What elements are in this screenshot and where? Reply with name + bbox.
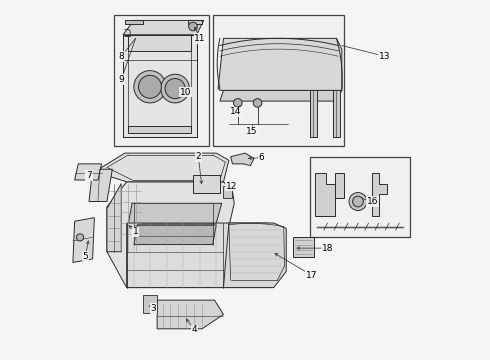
Text: 14: 14 <box>230 107 242 116</box>
Polygon shape <box>126 223 281 288</box>
Polygon shape <box>188 21 202 24</box>
Polygon shape <box>123 35 196 137</box>
Text: 6: 6 <box>258 153 264 162</box>
Ellipse shape <box>253 99 262 107</box>
Text: 2: 2 <box>196 152 201 161</box>
Polygon shape <box>134 225 216 244</box>
Polygon shape <box>315 173 335 216</box>
Polygon shape <box>223 223 286 288</box>
Polygon shape <box>218 39 342 90</box>
Text: 13: 13 <box>379 52 391 61</box>
Polygon shape <box>231 153 254 166</box>
Polygon shape <box>73 218 95 262</box>
Ellipse shape <box>76 234 84 241</box>
Text: 1: 1 <box>133 228 139 237</box>
Ellipse shape <box>353 196 364 207</box>
Polygon shape <box>123 21 204 35</box>
Polygon shape <box>333 90 340 137</box>
Ellipse shape <box>139 75 161 98</box>
Polygon shape <box>157 300 223 329</box>
Polygon shape <box>372 173 387 216</box>
Polygon shape <box>89 169 112 202</box>
Text: 12: 12 <box>226 181 237 190</box>
Text: 5: 5 <box>82 252 88 261</box>
Ellipse shape <box>165 78 185 99</box>
Bar <box>193 175 220 193</box>
Bar <box>114 15 209 146</box>
Ellipse shape <box>189 22 197 31</box>
Bar <box>294 237 314 257</box>
Text: 18: 18 <box>322 244 333 253</box>
Ellipse shape <box>234 99 242 107</box>
Text: 15: 15 <box>246 127 258 136</box>
Ellipse shape <box>161 74 190 103</box>
Text: 11: 11 <box>195 34 206 43</box>
Polygon shape <box>310 90 317 137</box>
Polygon shape <box>128 126 191 134</box>
Bar <box>213 15 343 146</box>
Polygon shape <box>335 173 343 198</box>
Text: 8: 8 <box>119 52 124 61</box>
Polygon shape <box>128 203 221 223</box>
Polygon shape <box>107 182 234 288</box>
Ellipse shape <box>134 71 166 103</box>
Polygon shape <box>98 153 229 182</box>
Text: 10: 10 <box>180 87 192 96</box>
Text: 3: 3 <box>151 304 156 313</box>
Polygon shape <box>220 90 342 101</box>
Polygon shape <box>107 184 122 252</box>
Text: 16: 16 <box>367 197 378 206</box>
Polygon shape <box>74 164 101 180</box>
Polygon shape <box>128 35 191 51</box>
Polygon shape <box>125 21 143 24</box>
Bar <box>143 295 157 313</box>
Text: 4: 4 <box>192 325 197 334</box>
Bar <box>223 186 232 198</box>
Text: 9: 9 <box>119 75 124 84</box>
Text: 17: 17 <box>306 270 317 279</box>
Text: 7: 7 <box>86 171 92 180</box>
Bar <box>310 157 410 237</box>
Ellipse shape <box>349 193 367 211</box>
